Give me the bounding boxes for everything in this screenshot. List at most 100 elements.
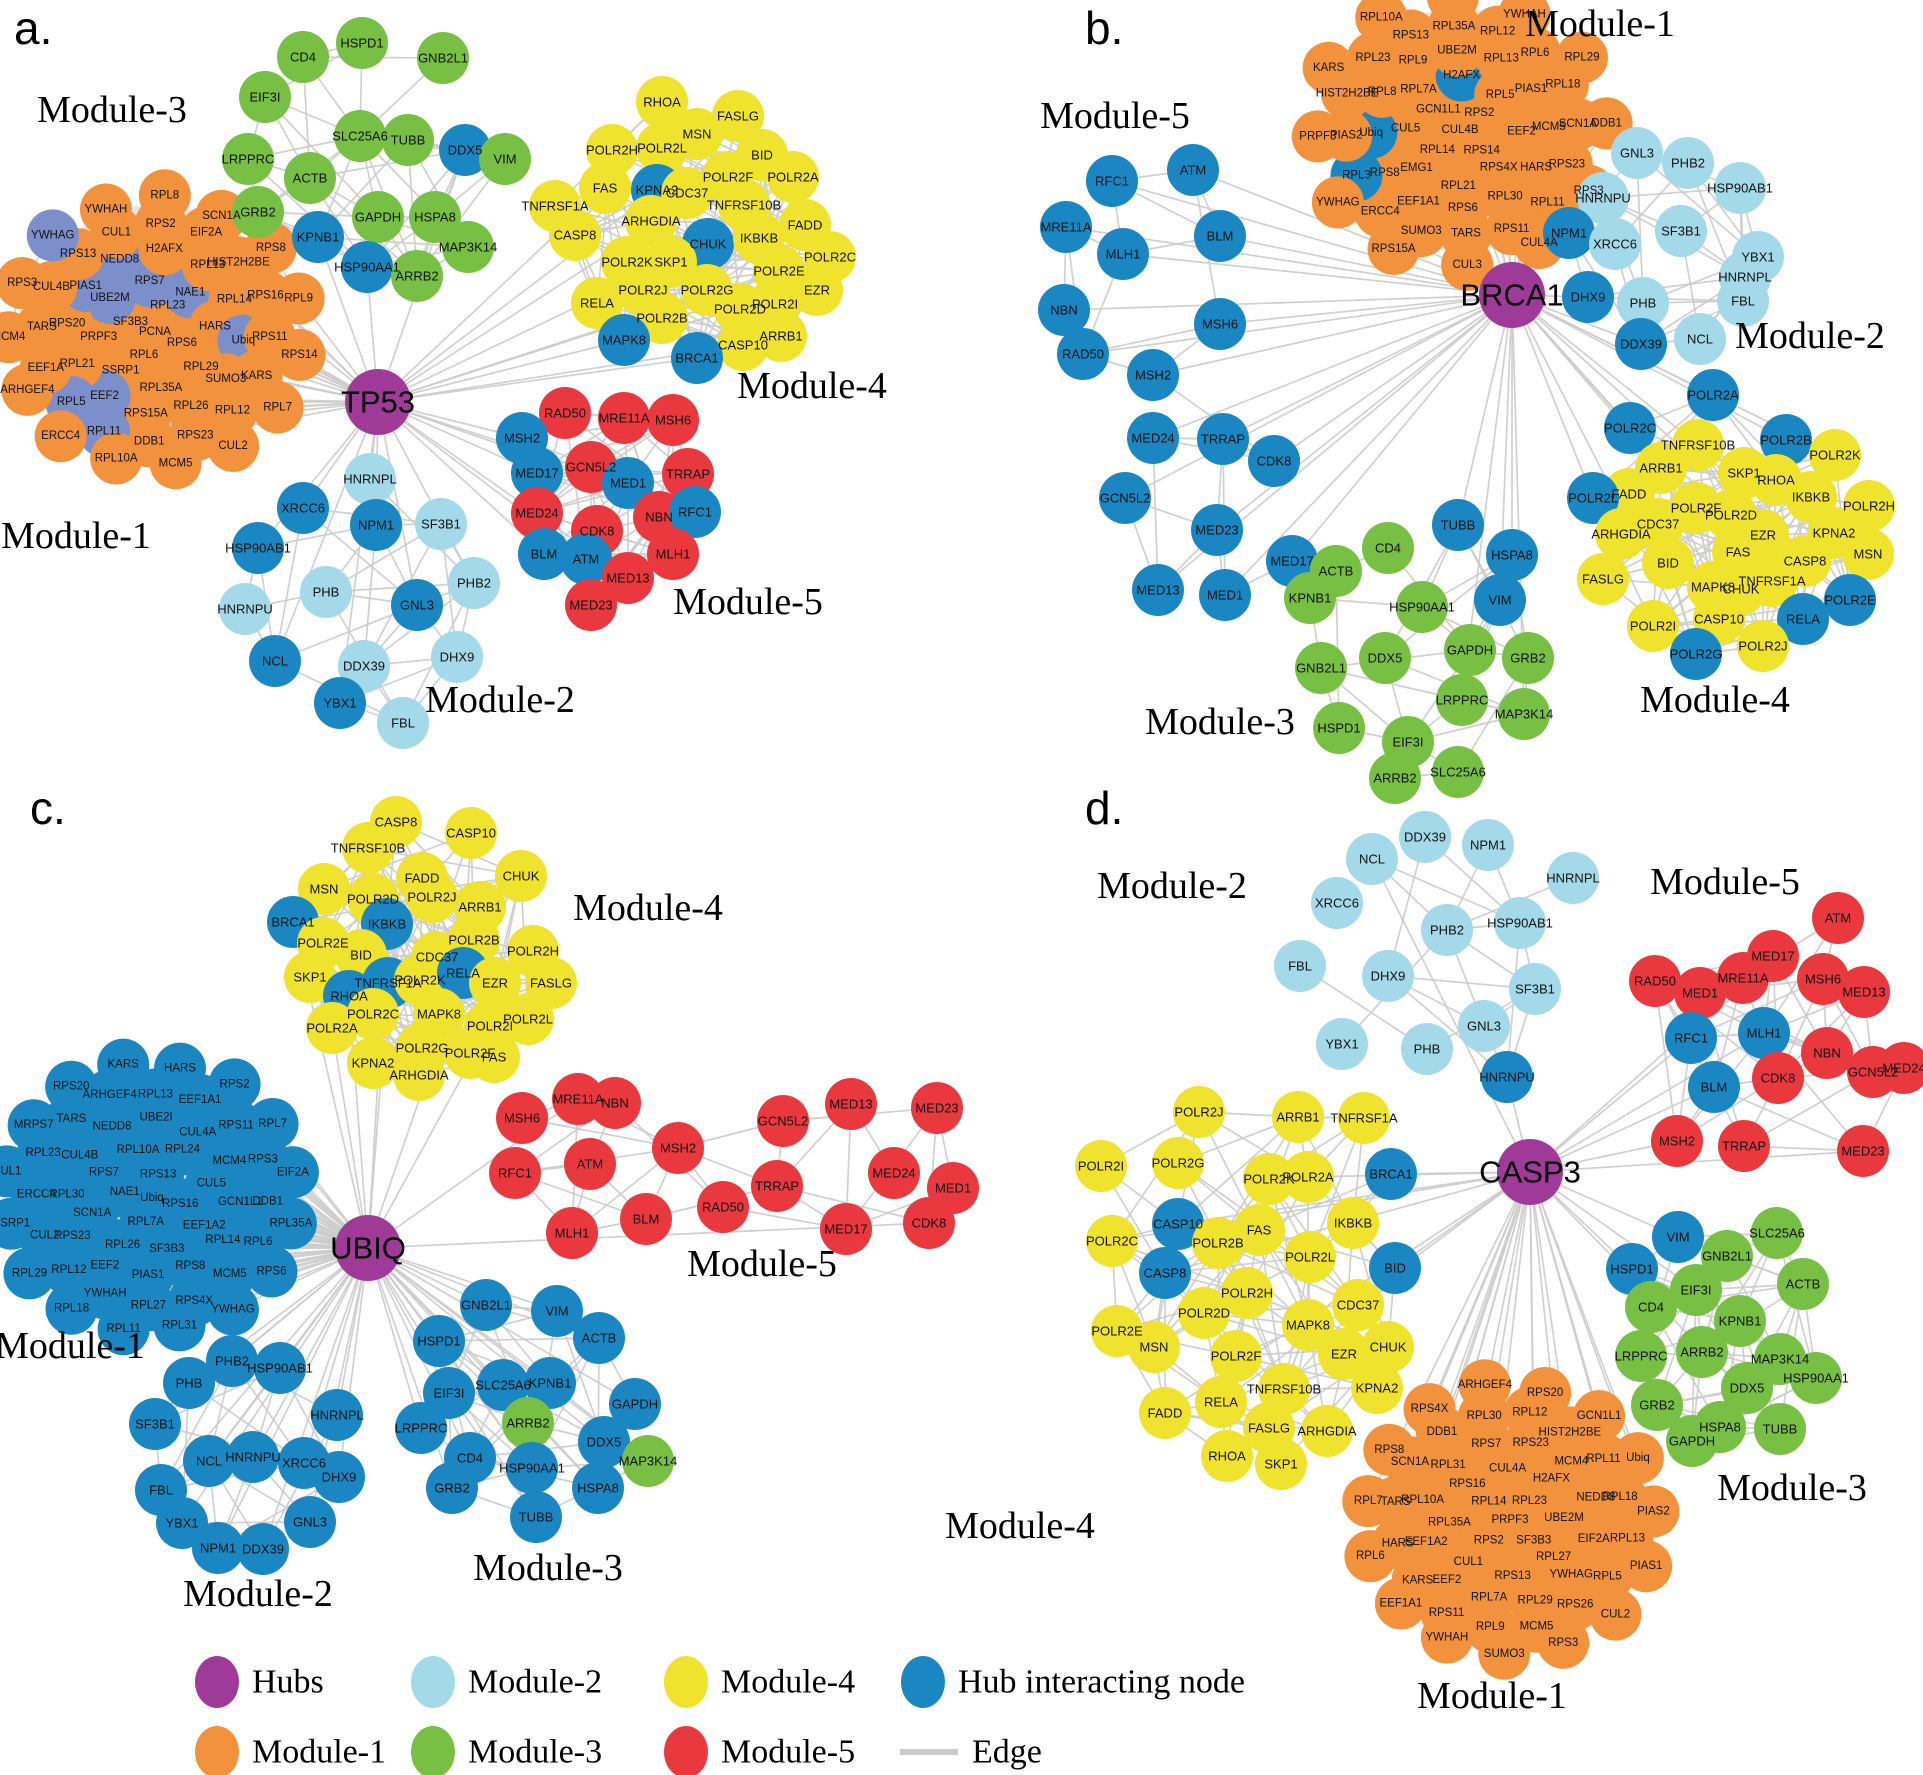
node-DDX39[interactable] bbox=[1615, 318, 1667, 370]
node-NCL[interactable] bbox=[1674, 313, 1726, 365]
node-KARS[interactable] bbox=[1302, 41, 1355, 94]
node-RAD50[interactable] bbox=[1057, 328, 1109, 380]
node-DDX39[interactable] bbox=[338, 640, 390, 692]
node-NPM1[interactable] bbox=[350, 499, 402, 551]
node-POLR2L[interactable] bbox=[1567, 472, 1619, 524]
node-POLR2A[interactable] bbox=[1282, 1151, 1334, 1203]
node-CDK8[interactable] bbox=[1752, 1052, 1804, 1104]
node-GRB2[interactable] bbox=[232, 186, 284, 238]
node-MED13[interactable] bbox=[1838, 966, 1890, 1018]
node-PRPF3[interactable] bbox=[1291, 110, 1344, 163]
node-CUL2[interactable] bbox=[1589, 1588, 1642, 1641]
node-TUBB[interactable] bbox=[1432, 499, 1484, 551]
node-MRE11A[interactable] bbox=[1717, 952, 1769, 1004]
node-NPM1[interactable] bbox=[1462, 819, 1514, 871]
node-SF3B1[interactable] bbox=[1655, 205, 1707, 257]
node-HSP90AB1[interactable] bbox=[1494, 897, 1546, 949]
node-MED23[interactable] bbox=[565, 579, 617, 631]
node-EIF2A[interactable] bbox=[1427, 0, 1479, 23]
node-MAP3K14[interactable] bbox=[442, 221, 494, 273]
node-MED17[interactable] bbox=[511, 447, 563, 499]
node-HNRNPU[interactable] bbox=[227, 1431, 279, 1483]
hub-node-BRCA1[interactable] bbox=[1479, 262, 1545, 328]
node-MED1[interactable] bbox=[602, 457, 654, 509]
node-MED13[interactable] bbox=[1132, 564, 1184, 616]
node-DDX39[interactable] bbox=[1399, 811, 1451, 863]
node-GCN5L2[interactable] bbox=[757, 1095, 809, 1147]
node-POLR2J[interactable] bbox=[1173, 1086, 1225, 1138]
node-RPS15A[interactable] bbox=[1367, 222, 1420, 275]
hub-node-UBIQ[interactable] bbox=[335, 1215, 401, 1281]
node-MED24[interactable] bbox=[1127, 412, 1179, 464]
node-POLR2K[interactable] bbox=[1243, 1153, 1295, 1205]
node-EIF3I[interactable] bbox=[1670, 1264, 1722, 1316]
node-RPL10A[interactable] bbox=[1355, 0, 1408, 44]
node-CUL1[interactable] bbox=[0, 1145, 33, 1198]
node-MED1[interactable] bbox=[1199, 569, 1251, 621]
node-MSH6[interactable] bbox=[1194, 298, 1246, 350]
node-SF3B1[interactable] bbox=[415, 498, 467, 550]
node-MSN[interactable] bbox=[1842, 528, 1894, 580]
node-NBN[interactable] bbox=[589, 1077, 641, 1129]
node-VIM[interactable] bbox=[531, 1285, 583, 1337]
node-MAPK8[interactable] bbox=[1282, 1299, 1334, 1351]
node-TNFRSF1A[interactable] bbox=[1746, 555, 1798, 607]
node-PHB2[interactable] bbox=[448, 557, 500, 609]
node-CD4[interactable] bbox=[1362, 522, 1414, 574]
node-DDX5[interactable] bbox=[1359, 632, 1411, 684]
node-GAPDH[interactable] bbox=[1444, 624, 1496, 676]
node-DHX9[interactable] bbox=[1562, 271, 1614, 323]
node-KARS[interactable] bbox=[97, 1038, 150, 1091]
node-YBX1[interactable] bbox=[1316, 1018, 1368, 1070]
node-MSH6[interactable] bbox=[1797, 953, 1849, 1005]
node-CUL3[interactable] bbox=[1441, 238, 1494, 291]
node-RAD50[interactable] bbox=[539, 387, 591, 439]
node-BID[interactable] bbox=[1642, 537, 1694, 589]
node-CASP10[interactable] bbox=[445, 807, 497, 859]
node-NBN[interactable] bbox=[1038, 284, 1090, 336]
node-EEF1A1[interactable] bbox=[1374, 1577, 1427, 1630]
node-CASP10[interactable] bbox=[1152, 1198, 1204, 1250]
node-ACTB[interactable] bbox=[573, 1312, 625, 1364]
node-CHUK[interactable] bbox=[495, 850, 547, 902]
node-FADD[interactable] bbox=[1139, 1387, 1191, 1439]
node-RPS6[interactable] bbox=[245, 1245, 298, 1298]
node-POLR2J[interactable] bbox=[1737, 620, 1789, 672]
node-MED13[interactable] bbox=[602, 552, 654, 604]
node-PIAS1[interactable] bbox=[1620, 1540, 1673, 1593]
node-NCL[interactable] bbox=[249, 635, 301, 687]
node-GRB2[interactable] bbox=[1502, 632, 1554, 684]
node-TRRAP[interactable] bbox=[1718, 1120, 1770, 1172]
node-ACTB[interactable] bbox=[1777, 1258, 1829, 1310]
node-DDX5[interactable] bbox=[578, 1416, 630, 1468]
node-POLR2A[interactable] bbox=[1687, 369, 1739, 421]
node-EIF3I[interactable] bbox=[239, 71, 291, 123]
node-ARHGDIA[interactable] bbox=[1301, 1405, 1353, 1457]
node-VIM[interactable] bbox=[479, 133, 531, 185]
node-RHOA[interactable] bbox=[636, 76, 688, 128]
node-ACTB[interactable] bbox=[284, 152, 336, 204]
node-HSP90AB1[interactable] bbox=[232, 522, 284, 574]
node-PHB[interactable] bbox=[1617, 277, 1669, 329]
node-RPL6[interactable] bbox=[1344, 1530, 1397, 1583]
node-TUBB[interactable] bbox=[510, 1491, 562, 1543]
node-Ubiq[interactable] bbox=[1611, 1432, 1664, 1485]
node-HSP90AA1[interactable] bbox=[341, 241, 393, 293]
node-RPL7[interactable] bbox=[246, 1097, 299, 1150]
node-RPL18[interactable] bbox=[45, 1282, 98, 1335]
node-POLR2I[interactable] bbox=[1627, 600, 1679, 652]
node-GRB2[interactable] bbox=[426, 1462, 478, 1514]
node-FBL[interactable] bbox=[1274, 940, 1326, 992]
node-MAP3K14[interactable] bbox=[1498, 688, 1550, 740]
node-RPL7[interactable] bbox=[1342, 1475, 1395, 1528]
node-MED24[interactable] bbox=[511, 487, 563, 539]
node-RPL9[interactable] bbox=[272, 272, 325, 325]
node-CD4[interactable] bbox=[277, 31, 329, 83]
node-ARRB2[interactable] bbox=[502, 1397, 554, 1449]
node-HSPA8[interactable] bbox=[409, 191, 461, 243]
node-POLR2D[interactable] bbox=[1178, 1287, 1230, 1339]
node-GNL3[interactable] bbox=[284, 1496, 336, 1548]
node-MED13[interactable] bbox=[825, 1078, 877, 1130]
node-TNFRSF10B[interactable] bbox=[1258, 1363, 1310, 1415]
node-RPL10A[interactable] bbox=[90, 432, 143, 485]
